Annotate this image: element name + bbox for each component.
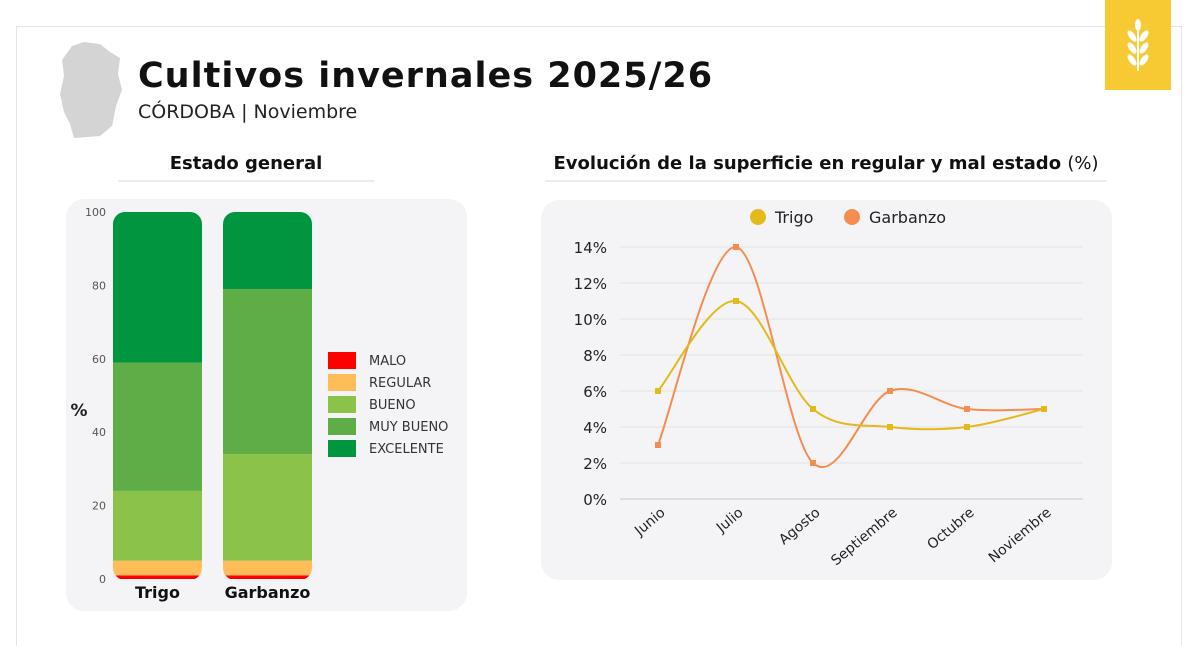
- legend-swatch: [328, 396, 356, 413]
- legend-label: BUENO: [369, 398, 416, 413]
- y-tick-label: 14%: [574, 239, 607, 257]
- legend-marker: [844, 209, 860, 225]
- y-tick-label: 12%: [574, 275, 607, 293]
- y-tick-label: 10%: [574, 311, 607, 329]
- line-section-title: Evolución de la superficie en regular y …: [553, 153, 1099, 174]
- x-tick-label: Garbanzo: [225, 583, 311, 602]
- bar-segment-muy-bueno: [113, 362, 202, 491]
- bar-section-title: Estado general: [169, 153, 323, 174]
- bar-section-divider: [118, 180, 374, 182]
- legend-label: Garbanzo: [869, 208, 946, 227]
- data-point-garbanzo: [810, 460, 816, 466]
- data-point-trigo: [887, 424, 893, 430]
- y-tick-label: 20: [92, 500, 106, 513]
- y-tick-label: 8%: [583, 347, 607, 365]
- y-tick-label: 80: [92, 279, 106, 292]
- legend-swatch: [328, 418, 356, 435]
- bar-segment-regular: [223, 560, 312, 576]
- x-tick-label: Trigo: [135, 583, 180, 602]
- y-tick-label: 6%: [583, 383, 607, 401]
- stacked-bar-chart: 0 20 40 60 80 100% Trigo Garbanzo MALO REGULAR BUE…: [70, 206, 448, 602]
- data-point-garbanzo: [964, 406, 970, 412]
- bar-segment-muy-bueno: [223, 289, 312, 455]
- legend-swatch: [328, 352, 356, 369]
- data-point-garbanzo: [733, 244, 739, 250]
- card-frame: [16, 26, 1182, 646]
- page-title: Cultivos invernales 2025/26: [138, 56, 714, 96]
- line-chart-panel: [541, 200, 1112, 580]
- legend-swatch: [328, 374, 356, 391]
- legend-swatch: [328, 440, 356, 457]
- x-tick-label: Julio: [713, 505, 747, 537]
- data-point-trigo: [964, 424, 970, 430]
- cordoba-map-icon: [60, 42, 122, 138]
- legend-label: EXCELENTE: [369, 442, 444, 457]
- legend-label: Trigo: [774, 208, 813, 227]
- bar-trigo: [113, 212, 202, 579]
- bar-segment-bueno: [113, 490, 202, 561]
- page-subtitle: CÓRDOBA | Noviembre: [138, 101, 358, 123]
- x-tick-label: Octubre: [924, 505, 977, 553]
- logo-badge: [1105, 0, 1171, 90]
- data-point-trigo: [810, 406, 816, 412]
- bar-segment-malo: [223, 575, 312, 579]
- bar-segment-excelente: [223, 212, 312, 290]
- x-tick-label: Junio: [631, 505, 668, 540]
- x-tick-label: Septiembre: [828, 505, 900, 569]
- bar-segment-regular: [113, 560, 202, 576]
- bar-segment-malo: [113, 575, 202, 579]
- y-tick-label: 100: [85, 206, 106, 219]
- line-chart: 0% 2% 4% 6% 8% 10% 12% 14% Junio Julio Agosto Septi…: [574, 208, 1083, 569]
- bar-segment-excelente: [113, 212, 202, 363]
- legend-marker: [750, 209, 766, 225]
- data-point-trigo: [1041, 406, 1047, 412]
- data-point-trigo: [733, 298, 739, 304]
- legend-label: MALO: [369, 354, 406, 369]
- bar-garbanzo: [223, 212, 312, 579]
- bar-segment-bueno: [223, 454, 312, 561]
- y-tick-label: 0: [99, 573, 106, 586]
- legend-label: MUY BUENO: [369, 420, 448, 435]
- series-line-garbanzo: [657, 245, 1045, 468]
- y-tick-label: 4%: [583, 419, 607, 437]
- y-tick-label: 40: [92, 426, 106, 439]
- data-point-garbanzo: [887, 388, 893, 394]
- y-tick-label: 2%: [583, 455, 607, 473]
- legend-label: REGULAR: [369, 376, 431, 391]
- line-section-divider: [545, 180, 1107, 182]
- data-point-trigo: [655, 388, 661, 394]
- y-tick-label: 0%: [583, 491, 607, 509]
- data-point-garbanzo: [655, 442, 661, 448]
- x-tick-label: Noviembre: [986, 505, 1055, 566]
- y-axis-label: %: [70, 401, 87, 421]
- x-tick-label: Agosto: [776, 505, 823, 548]
- wheat-icon: [1127, 19, 1149, 71]
- y-tick-label: 60: [92, 353, 106, 366]
